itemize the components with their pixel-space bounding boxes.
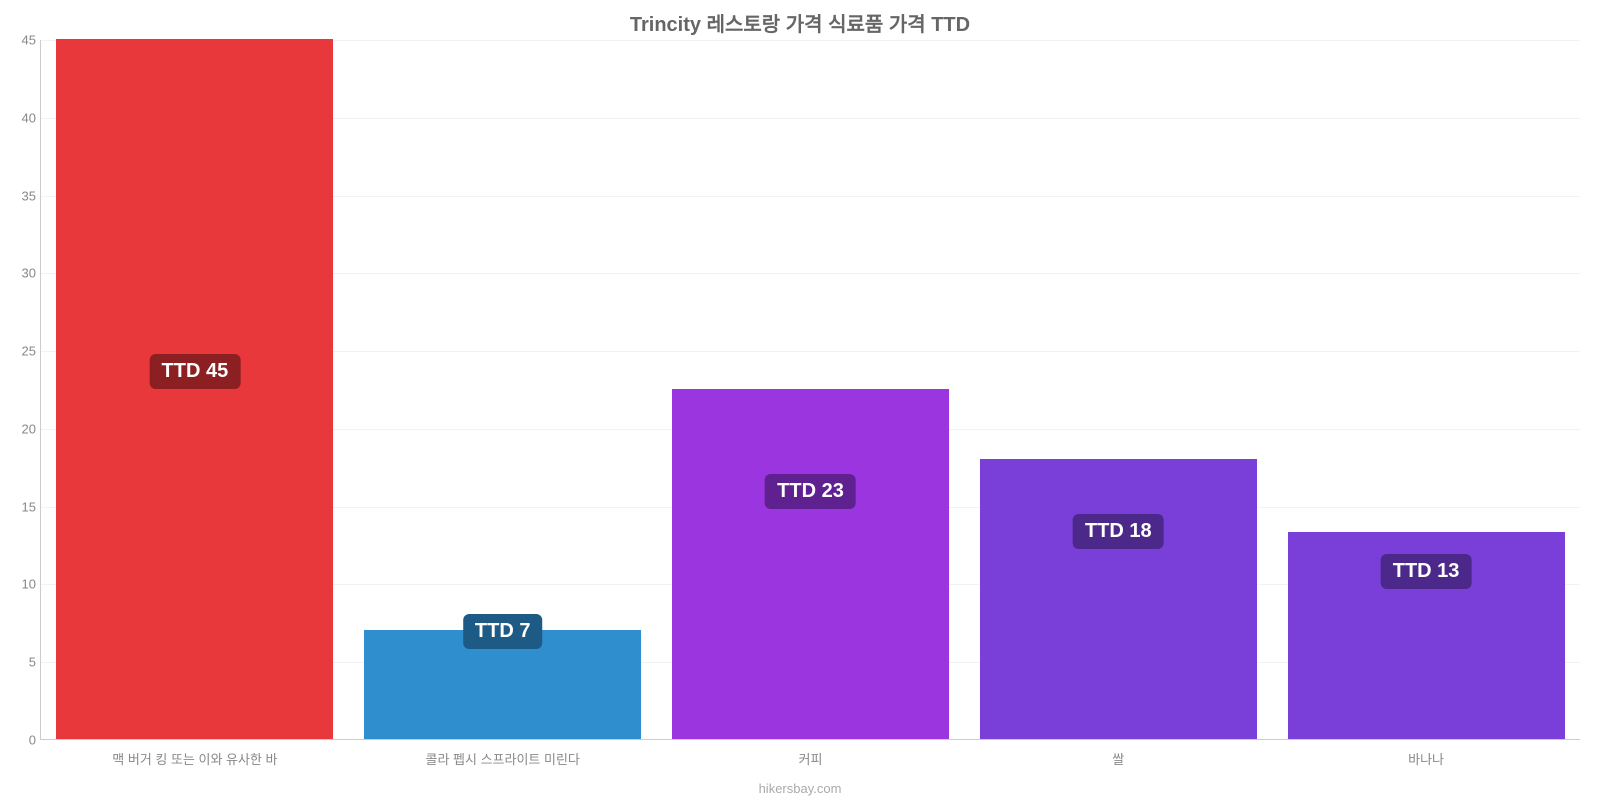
value-badge: TTD 45 xyxy=(150,354,241,389)
y-tick-label: 25 xyxy=(6,344,36,359)
bar xyxy=(980,459,1257,739)
value-badge: TTD 18 xyxy=(1073,514,1164,549)
bar-slot: TTD 23커피 xyxy=(657,40,965,739)
bar xyxy=(672,389,949,739)
value-badge: TTD 13 xyxy=(1381,554,1472,589)
y-tick-label: 40 xyxy=(6,110,36,125)
y-tick-label: 20 xyxy=(6,421,36,436)
y-tick-label: 45 xyxy=(6,33,36,48)
chart-title: Trincity 레스토랑 가격 식료품 가격 TTD xyxy=(0,8,1600,37)
y-tick-label: 15 xyxy=(6,499,36,514)
y-tick-label: 35 xyxy=(6,188,36,203)
y-tick-label: 30 xyxy=(6,266,36,281)
y-tick-label: 5 xyxy=(6,655,36,670)
bar-slot: TTD 13바나나 xyxy=(1272,40,1580,739)
plot-area: TTD 45맥 버거 킹 또는 이와 유사한 바TTD 7콜라 펩시 스프라이트… xyxy=(40,40,1580,740)
bar xyxy=(56,39,333,739)
value-badge: TTD 7 xyxy=(463,614,543,649)
x-tick-label: 커피 xyxy=(799,749,823,768)
y-tick-label: 0 xyxy=(6,733,36,748)
x-tick-label: 바나나 xyxy=(1408,749,1444,768)
value-badge: TTD 23 xyxy=(765,474,856,509)
bar-slot: TTD 7콜라 펩시 스프라이트 미린다 xyxy=(349,40,657,739)
x-tick-label: 맥 버거 킹 또는 이와 유사한 바 xyxy=(112,749,277,768)
x-tick-label: 콜라 펩시 스프라이트 미린다 xyxy=(426,749,580,768)
x-tick-label: 쌀 xyxy=(1112,749,1124,768)
bar-slot: TTD 45맥 버거 킹 또는 이와 유사한 바 xyxy=(41,40,349,739)
bars-row: TTD 45맥 버거 킹 또는 이와 유사한 바TTD 7콜라 펩시 스프라이트… xyxy=(41,40,1580,739)
bar-slot: TTD 18쌀 xyxy=(964,40,1272,739)
price-chart: Trincity 레스토랑 가격 식료품 가격 TTD TTD 45맥 버거 킹… xyxy=(0,0,1600,800)
y-tick-label: 10 xyxy=(6,577,36,592)
chart-footer: hikersbay.com xyxy=(0,781,1600,796)
